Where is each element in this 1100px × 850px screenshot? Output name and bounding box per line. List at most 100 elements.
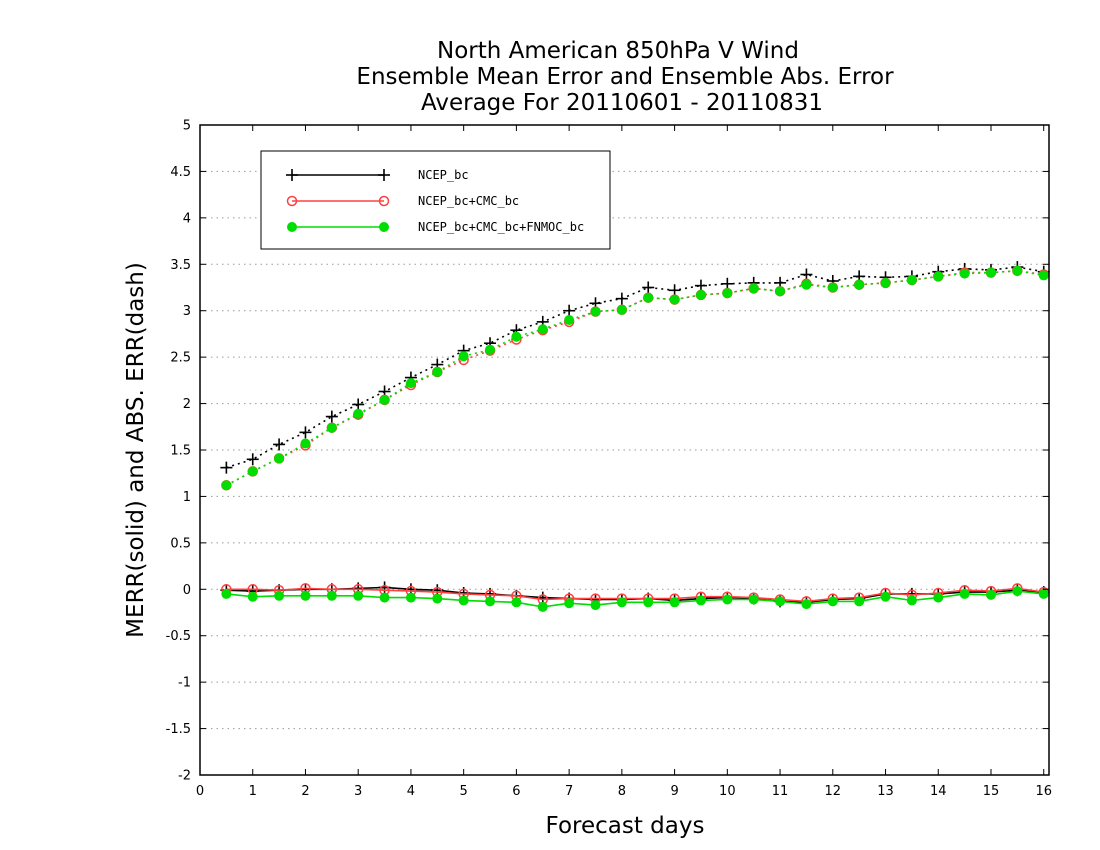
mean-error-point [1012,586,1023,597]
legend-marker [378,169,390,181]
chart-title-line-3: Average For 20110601 - 20110831 [421,90,823,116]
mean-error-point [827,596,838,607]
x-tick-label: 9 [670,784,678,799]
mean-error-point [274,590,285,601]
mean-error-point [564,598,575,609]
abs-error-point [616,304,627,315]
abs-error-point [642,281,655,294]
mean-error-point [247,591,258,602]
y-tick-label: 0 [183,583,191,598]
abs-error-point [326,422,337,433]
x-tick-label: 16 [1035,784,1052,799]
y-tick-label: 3.5 [170,258,191,273]
legend-entry: NCEP_bc [286,168,469,182]
abs-error-line [226,266,1044,469]
abs-error-point [352,398,365,411]
y-tick-label: 3 [183,304,191,319]
mean-error-point [695,595,706,606]
mean-error-point [933,592,944,603]
abs-error-point [300,438,311,449]
mean-error-point [985,589,996,600]
abs-error-point [247,466,258,477]
x-tick-label: 15 [983,784,1000,799]
x-tick-label: 13 [877,784,894,799]
y-tick-label: 5 [183,119,191,134]
legend-label: NCEP_bc+CMC_bc [418,194,519,208]
abs-error-point [405,378,416,389]
abs-error-point [458,351,469,362]
abs-error-point [668,284,681,297]
abs-error-point [590,306,601,317]
y-tick-label: 4 [183,211,191,226]
chart-title: North American 850hPa V Wind Ensemble Me… [356,38,894,116]
abs-error-point [1012,265,1023,276]
mean-error-point [959,588,970,599]
x-tick-label: 3 [354,784,362,799]
abs-error-point [694,279,707,292]
y-axis-label: MERR(solid) and ABS. ERR(dash) [123,262,149,638]
x-tick-label: 6 [512,784,520,799]
axis-ticks [199,124,1049,776]
abs-error-point [643,292,654,303]
abs-error-point [827,282,838,293]
abs-error-point [985,267,996,278]
mean-error-point [590,600,601,611]
x-tick-label: 0 [196,784,204,799]
x-tick-label: 14 [930,784,947,799]
x-tick-label: 2 [301,784,309,799]
mean-error-point [906,595,917,606]
mean-error-point [326,590,337,601]
y-tick-label: -0.5 [166,629,191,644]
mean-error-point [616,597,627,608]
y-tick-label: -1.5 [166,722,191,737]
abs-error-point [933,271,944,282]
mean-error-point [748,594,759,605]
legend-marker [286,169,298,181]
x-tick-label: 10 [719,784,736,799]
legend-entry: NCEP_bc+CMC_bc+FNMOC_bc [287,220,584,234]
x-axis-label: Forecast days [546,813,705,839]
mean-error-point [722,594,733,605]
y-tick-label: 4.5 [170,165,191,180]
mean-error-point [485,596,496,607]
mean-error-point [1038,588,1049,599]
abs-error-point [563,304,576,317]
abs-error-point [906,275,917,286]
abs-error-point [880,277,891,288]
mean-error-point [379,592,390,603]
y-tick-label: 1.5 [170,444,191,459]
mean-error-point [643,597,654,608]
series-ncep-bc-cmc-bc-fnmoc-bc [221,265,1049,612]
series-layer [220,261,1050,612]
mean-error-point [458,595,469,606]
abs-error-point [959,268,970,279]
abs-error-point [511,331,522,342]
abs-error-point [353,408,364,419]
abs-error-point [564,315,575,325]
mean-error-point [775,596,786,607]
legend-label: NCEP_bc+CMC_bc+FNMOC_bc [418,220,584,234]
mean-error-point [880,591,891,602]
legend-marker [378,195,390,207]
abs-error-point [615,292,628,305]
series-ncep-bc [220,261,1050,609]
x-tick-label: 1 [249,784,257,799]
chart-title-line-1: North American 850hPa V Wind [437,38,799,64]
x-tick-label: 11 [772,784,789,799]
x-tick-label: 12 [825,784,842,799]
abs-error-point [325,410,338,423]
abs-error-point [775,286,786,297]
abs-error-point [220,461,233,474]
abs-error-point [748,283,759,294]
mean-error-point [511,597,522,608]
abs-error-point [695,289,706,300]
abs-error-point [801,279,812,290]
legend-marker [379,222,389,232]
series-ncep-bc-cmc-bc [221,265,1049,607]
abs-error-point [722,288,733,299]
abs-error-point [854,279,865,290]
mean-error-point [405,592,416,603]
mean-error-point [801,599,812,610]
tick-labels: -2-1.5-1-0.500.511.522.533.544.550 1 2 3 4 5 6… [166,119,1052,800]
